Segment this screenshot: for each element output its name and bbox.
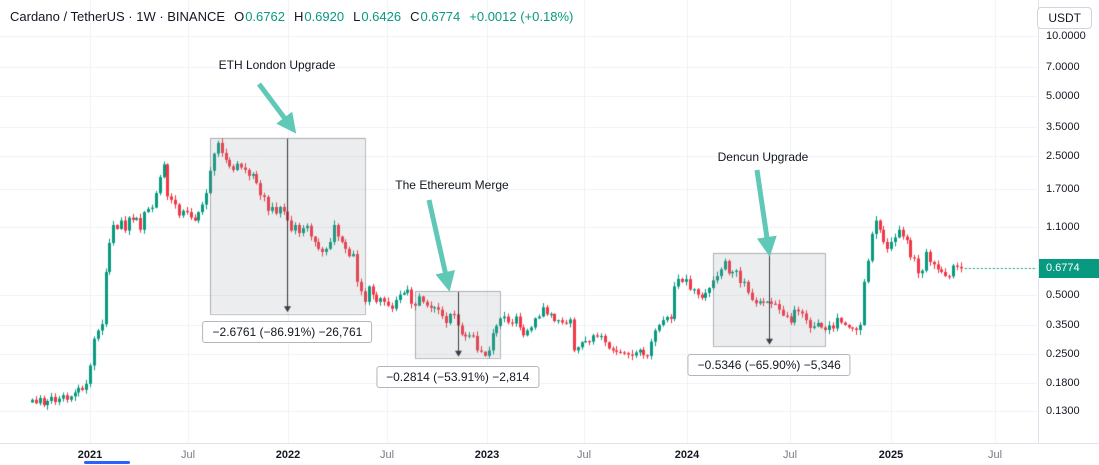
symbol-title[interactable]: Cardano / TetherUS · 1W · BINANCE <box>10 9 226 24</box>
time-axis-label: 2024 <box>674 449 700 461</box>
price-axis-label: 5.0000 <box>1046 89 1080 102</box>
price-axis-label: 1.1000 <box>1046 220 1080 233</box>
chart-legend: Cardano / TetherUS · 1W · BINANCE O0.6762… <box>10 9 573 24</box>
time-axis[interactable]: 2021 Jul 2022 Jul 2023 Jul 2024 Jul 2025 Jul <box>0 443 1099 465</box>
time-axis-label: 2022 <box>275 449 301 461</box>
price-axis-label: 2.5000 <box>1046 149 1080 162</box>
ohlc-label: L <box>353 9 361 24</box>
current-price-badge: 0.6774 <box>1039 258 1099 278</box>
price-range-label[interactable]: −0.5346 (−65.90%) −5,346 <box>687 353 851 376</box>
price-axis-label: 0.1800 <box>1046 376 1080 389</box>
price-axis-label: 3.5000 <box>1046 120 1080 133</box>
price-range-label[interactable]: −0.2814 (−53.91%) −2,814 <box>376 365 540 388</box>
price-change: +0.0012 (+0.18%) <box>469 9 574 24</box>
ohlc-values: O0.6762 H0.6920 L0.6426 C0.6774 <box>225 9 460 24</box>
price-axis-label: 0.3500 <box>1046 319 1080 332</box>
ohlc-label: H <box>293 9 304 24</box>
time-axis-label: Jul <box>782 449 798 461</box>
event-annotation-text[interactable]: The Ethereum Merge <box>395 178 509 192</box>
time-axis-label: Jul <box>576 449 592 461</box>
time-axis-label: Jul <box>180 449 196 461</box>
ohlc-value: 0.6920 <box>304 9 345 24</box>
price-axis-label: 7.0000 <box>1046 60 1080 73</box>
time-axis-label: Jul <box>379 449 395 461</box>
price-axis-label: 1.7000 <box>1046 182 1080 195</box>
time-axis-label: 2021 <box>77 449 103 461</box>
event-annotation-text[interactable]: ETH London Upgrade <box>218 58 336 72</box>
price-range-label[interactable]: −2.6761 (−86.91%) −26,761 <box>202 321 373 344</box>
price-axis-label: 0.2500 <box>1046 348 1080 361</box>
price-axis-label: 0.1300 <box>1046 404 1080 417</box>
time-axis-label: Jul <box>987 449 1003 461</box>
ohlc-label: C <box>410 9 420 24</box>
price-axis-label: 0.5000 <box>1046 288 1080 301</box>
ohlc-value: 0.6762 <box>245 9 285 24</box>
ohlc-value: 0.6426 <box>361 9 402 24</box>
ohlc-value: 0.6774 <box>420 9 461 24</box>
event-annotation-text[interactable]: Dencun Upgrade <box>717 150 809 164</box>
currency-unit-button[interactable]: USDT <box>1037 7 1092 29</box>
time-axis-label: 2023 <box>474 449 500 461</box>
time-axis-label: 2025 <box>878 449 904 461</box>
ohlc-label: O <box>234 9 245 24</box>
timeline-scrollbar-handle[interactable] <box>84 461 130 464</box>
price-axis-label: 10.0000 <box>1046 30 1086 42</box>
price-axis[interactable]: 0.6774 10.0000 7.0000 5.0000 3.5000 2.5000 1.… <box>1038 0 1099 443</box>
